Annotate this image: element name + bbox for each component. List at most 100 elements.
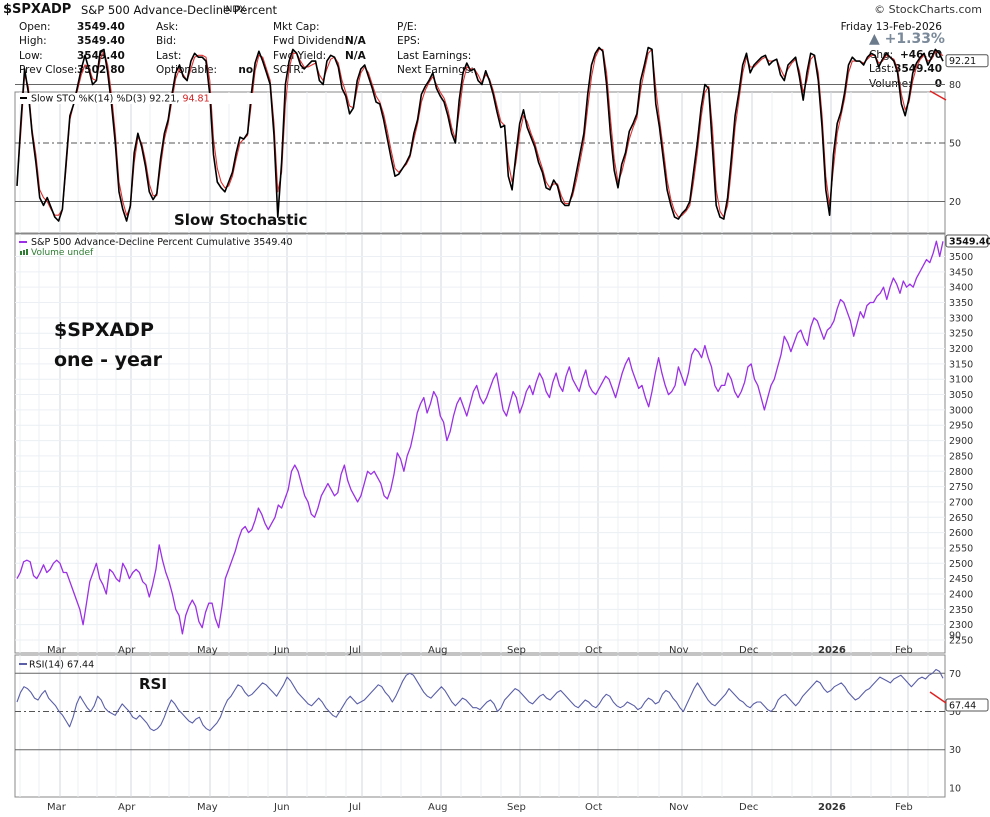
rsi-frame	[14, 654, 946, 798]
rsi-ytick: 90	[949, 631, 961, 642]
price-ytick: 2900	[949, 436, 973, 447]
price-ytick: 2950	[949, 421, 973, 432]
price-ytick: 2250	[949, 636, 973, 647]
x-axis-label: Sep	[507, 645, 526, 656]
fwd-yield-value: N/A	[345, 49, 366, 62]
price-ytick: 3200	[949, 344, 973, 355]
x-axis-label: Mar	[47, 645, 67, 656]
bid-label: Bid:	[156, 35, 177, 48]
price-last-value-box	[945, 234, 989, 248]
price-ytick: 2600	[949, 528, 973, 539]
x-axis-label: Nov	[669, 645, 689, 656]
rsi-legend: RSI(14) 67.44	[29, 660, 94, 671]
volume-legend-icon	[23, 250, 25, 255]
exchange-label: INDX	[223, 5, 246, 15]
optionable-label: Optionable:	[156, 64, 218, 77]
stochastic-frame	[14, 91, 946, 234]
price-ytick: 3000	[949, 405, 973, 416]
stochastic-last-value: 92.21	[949, 56, 976, 67]
fwd-yield-label: Fwd Yield:	[273, 49, 327, 62]
change-pct-block: ▲ +1.33%	[869, 32, 945, 46]
volume-legend: Volume undef	[31, 248, 94, 258]
rsi-ytick: 30	[949, 745, 961, 756]
x-axis-label: Sep	[507, 802, 526, 813]
x-axis-label: Feb	[895, 802, 913, 813]
price-ytick: 2400	[949, 589, 973, 600]
pe-label: P/E:	[397, 21, 418, 33]
low-label: Low:	[19, 49, 43, 62]
price-ytick: 2350	[949, 605, 973, 616]
stochastic-legend-bg	[16, 93, 256, 104]
stochastic-legend: Slow STO %K(14) %D(3) 92.21, 94.81	[31, 94, 210, 105]
price-ytick: 3250	[949, 329, 973, 340]
fwd-dividend-label: Fwd Dividend:	[273, 35, 348, 48]
price-ytick: 3100	[949, 375, 973, 386]
x-axis-label: Dec	[739, 802, 758, 813]
price-ytick: 2500	[949, 559, 973, 570]
quote-col-2: Ask: Bid: Last: Optionable: no	[156, 20, 253, 78]
volume-value: 0	[934, 77, 942, 90]
open-label: Open:	[19, 21, 51, 33]
price-legend: S&P 500 Advance-Decline Percent Cumulati…	[31, 237, 293, 248]
stochastic-ytick: 20	[949, 197, 961, 208]
quote-date: Friday 13-Feb-2026	[841, 20, 942, 34]
price-panel: 3500 3450 3400 3350 3300 3250 3200 3150 3100 3050…	[15, 234, 990, 656]
last-label: Last:	[156, 49, 182, 62]
price-annotation-symbol: $SPXADP	[54, 319, 154, 341]
volume-label: Volume:	[869, 77, 912, 90]
x-axis-label: Jun	[273, 645, 290, 656]
mkt-cap-label: Mkt Cap:	[273, 21, 320, 33]
rsi-line	[16, 668, 944, 732]
quote-col-5: Chg: Last: Volume:	[869, 48, 912, 91]
price-last-value: 3549.40	[949, 237, 990, 248]
brand-watermark: © StockCharts.com	[874, 3, 982, 16]
price-ytick: 2850	[949, 451, 973, 462]
stochastic-last-value-box	[945, 54, 989, 68]
rsi-last-value: 67.44	[949, 701, 976, 712]
high-label: High:	[19, 35, 47, 48]
price-ytick: 2450	[949, 574, 973, 585]
stochastic-ytick: 50	[949, 139, 961, 150]
price-ytick: 2800	[949, 467, 973, 478]
security-name: S&P 500 Advance-Decline Percent	[81, 3, 278, 17]
x-axis-label: Oct	[585, 802, 602, 813]
x-axis-label: Nov	[669, 802, 689, 813]
x-axis-label: Aug	[428, 802, 448, 813]
x-axis-label: Apr	[118, 802, 136, 813]
x-axis-label: 2026	[818, 645, 846, 656]
quote-col-1: Open: High: Low: Prev Close:	[19, 20, 77, 78]
next-earnings-label: Next Earnings:	[397, 64, 474, 77]
price-line	[16, 240, 944, 635]
rsi-ytick: 10	[949, 783, 961, 794]
rsi-ytick: 50	[949, 707, 961, 718]
optionable-value: no	[238, 64, 254, 77]
stochastic-panel: 80 50 20 92.21 Slow STO %K(14) %D(3) 92.21, …	[15, 46, 989, 233]
price-ytick: 3050	[949, 390, 973, 401]
stochastic-marker	[929, 90, 947, 101]
quote-col-3-values: N/A N/A	[345, 20, 366, 78]
fwd-dividend-value: N/A	[345, 35, 366, 48]
x-axis-label: Aug	[428, 645, 448, 656]
prev-close-label: Prev Close:	[19, 64, 78, 77]
price-ytick: 3500	[949, 252, 973, 263]
rsi-last-value-box	[945, 698, 989, 712]
eps-label: EPS:	[397, 35, 421, 48]
price-annotation-period: one - year	[54, 349, 163, 371]
stochastic-d-line	[16, 48, 944, 218]
x-axis-label: Jul	[348, 802, 361, 813]
rsi-panel: 90 70 50 30 10 67.44 RSI(14) 67.44 RSI Mar Apr May…	[15, 631, 989, 813]
symbol-label: $SPXADP	[3, 2, 72, 17]
x-axis-label: May	[197, 645, 218, 656]
price-ytick: 2750	[949, 482, 973, 493]
change-pct: +1.33%	[884, 31, 945, 47]
x-axis-label: Oct	[585, 645, 602, 656]
x-axis-label: Mar	[47, 802, 67, 813]
x-axis-label: Jul	[348, 645, 361, 656]
price-frame	[14, 233, 946, 654]
x-axis-label: May	[197, 802, 218, 813]
x-axis-label: 2026	[818, 802, 846, 813]
x-axis-label: Jun	[273, 802, 290, 813]
quote-col-4: P/E: EPS: Last Earnings: Next Earnings:	[397, 20, 474, 78]
volume-legend-icon	[26, 249, 28, 255]
